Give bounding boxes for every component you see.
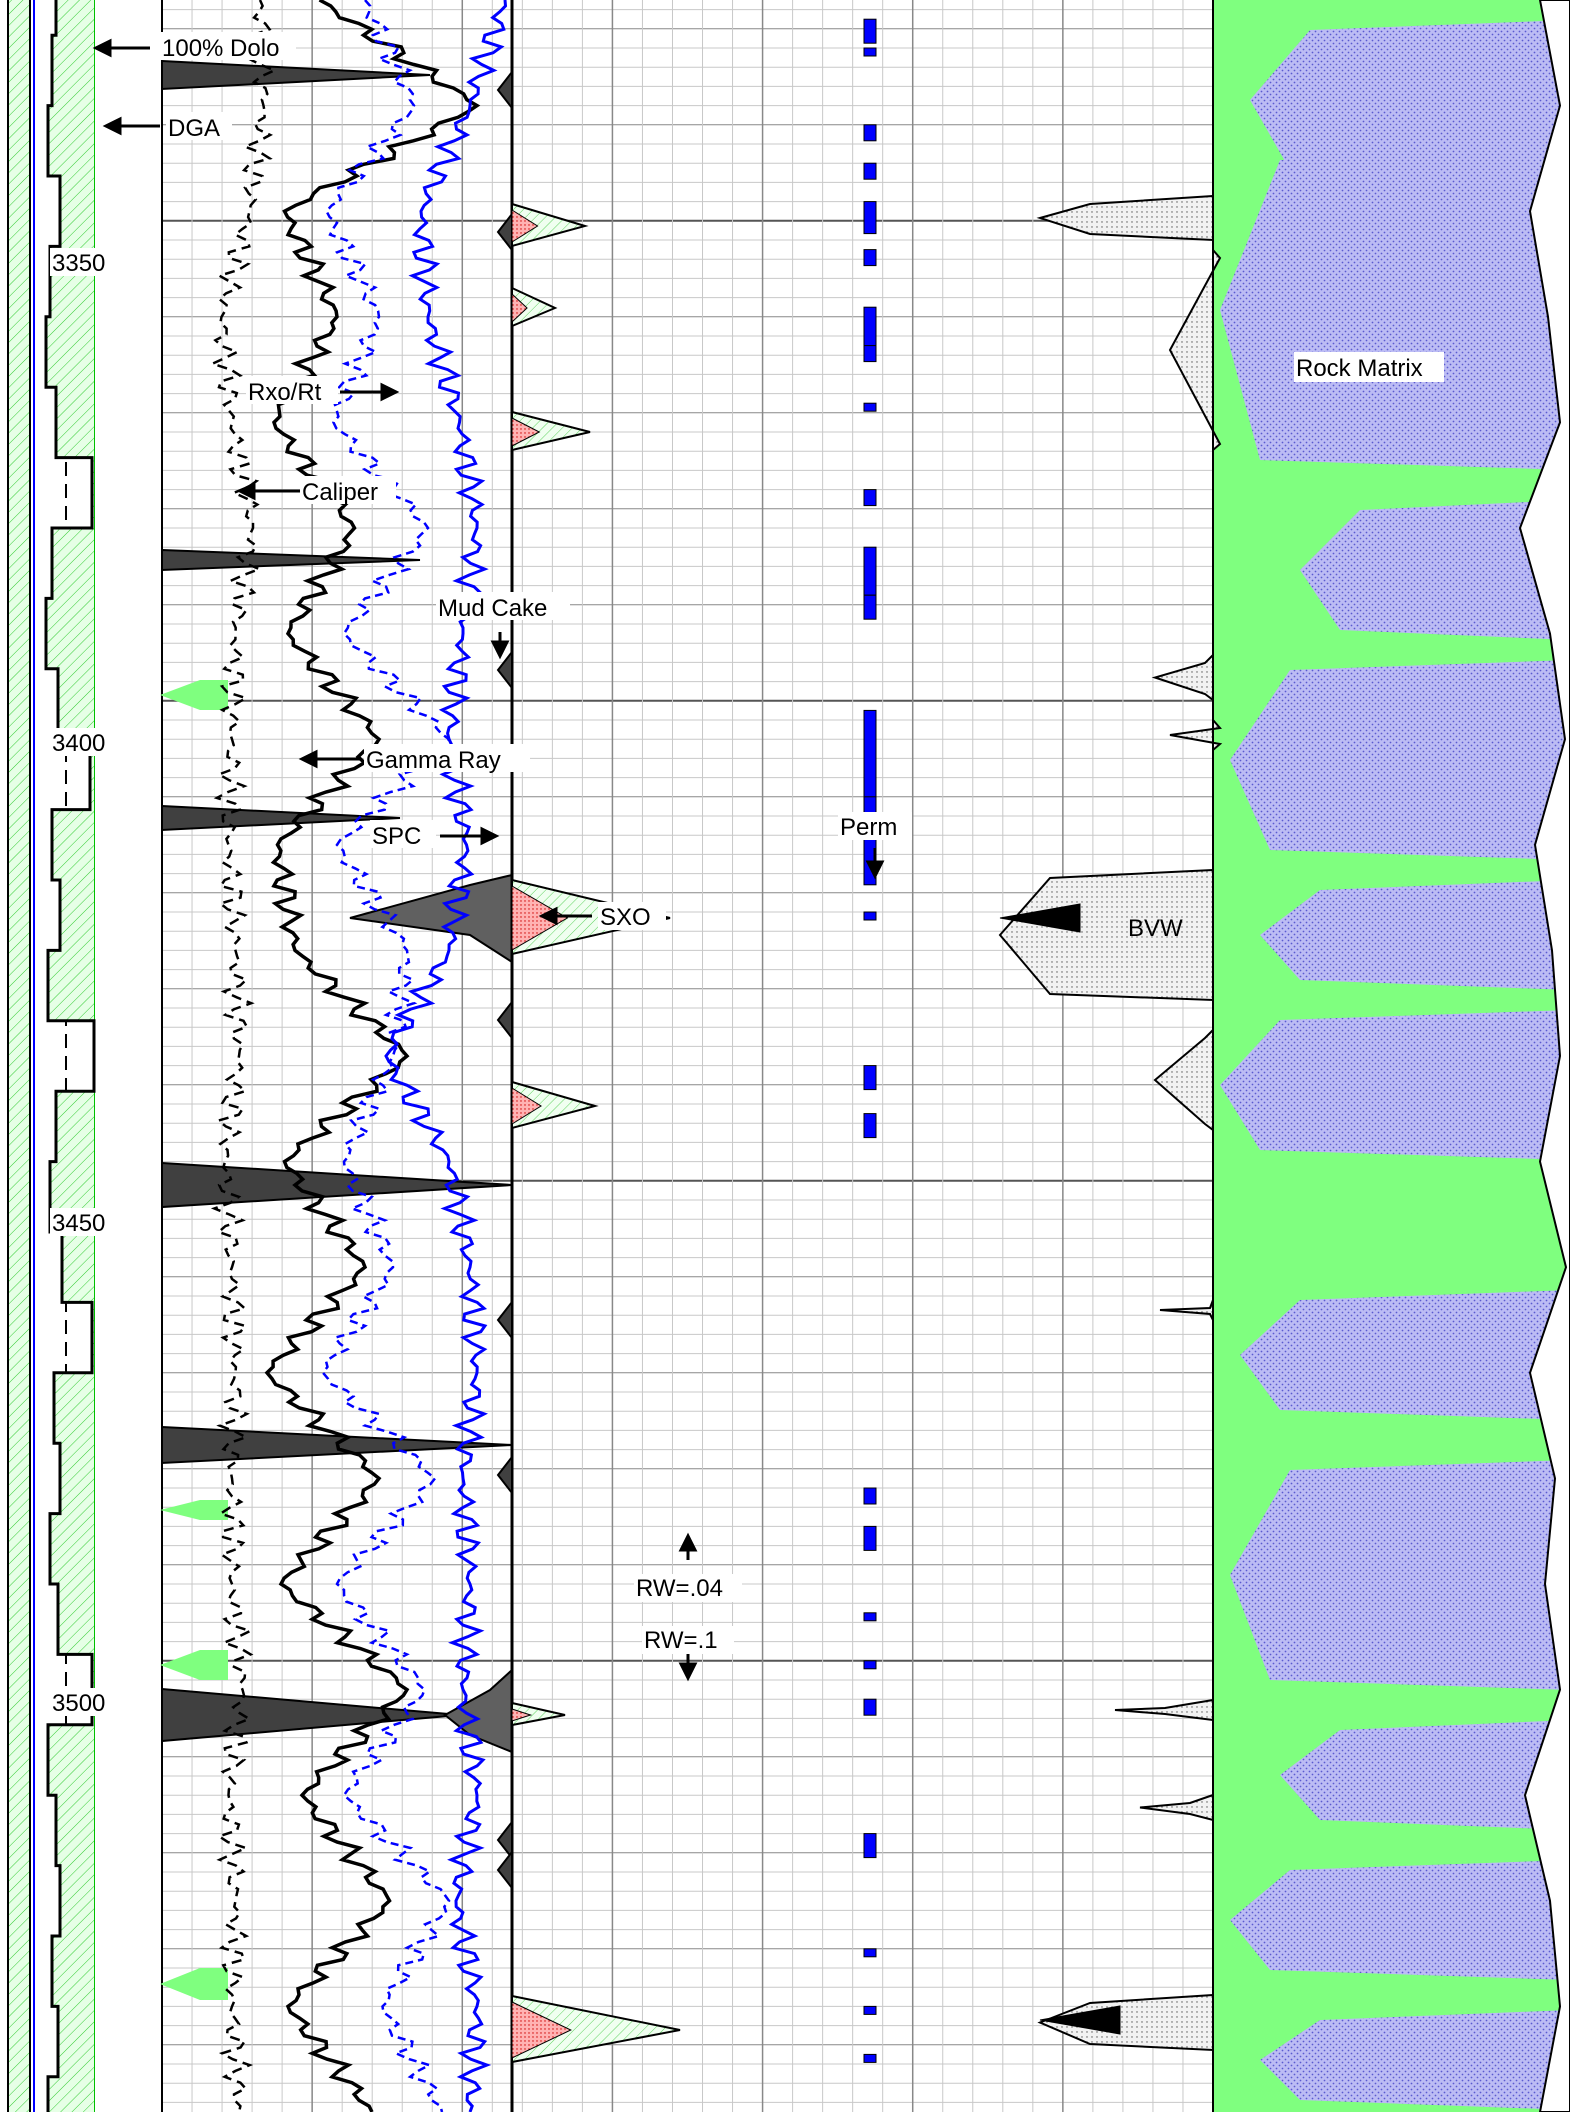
label-rxo-rt: Rxo/Rt: [248, 379, 322, 406]
mud-cake-marker: [496, 69, 513, 111]
mud-cake-marker: [496, 1454, 513, 1496]
mud-cake-marker: [496, 999, 513, 1041]
label-mud-cake: Mud Cake: [438, 595, 547, 622]
depth-labels: 3350 3400 3450 3500: [50, 248, 118, 1717]
perm-bar: [863, 345, 877, 363]
label-rw-1: RW=.1: [644, 1627, 718, 1654]
perm-bar: [863, 18, 877, 44]
mud-cake-marker: [496, 211, 513, 253]
label-100-dolo: 100% Dolo: [162, 35, 279, 62]
gamma-ray-curve: [264, 0, 481, 2112]
track-3: [511, 18, 877, 2064]
perm-bar: [863, 1948, 877, 1958]
perm-bar: [863, 709, 877, 807]
perm-bar: [863, 402, 877, 412]
mud-cake-marker: [496, 649, 513, 691]
perm-bar: [863, 911, 877, 921]
label-bvw: BVW: [1128, 915, 1183, 942]
sxo-red-fill: [511, 1087, 542, 1125]
annotations: [92, 38, 885, 1682]
perm-bar: [863, 2005, 877, 2015]
label-spc: SPC: [372, 823, 421, 850]
sxo-lobes: [511, 202, 681, 2064]
label-rock-matrix: Rock Matrix: [1296, 355, 1423, 382]
depth-label-3500: 3500: [52, 1690, 105, 1717]
sxo-red-fill: [511, 209, 539, 243]
perm-bar: [863, 124, 877, 142]
annotation-labels: 100% Dolo DGA Rxo/Rt Caliper Mud Cake Ga…: [160, 32, 1444, 1654]
perm-bar: [863, 201, 877, 235]
track-4: [998, 0, 1570, 2112]
perm-bar: [863, 1487, 877, 1505]
mud-cake-wedge: [349, 873, 513, 964]
caliper-washout-fill: [160, 680, 228, 2000]
perm-bar: [863, 1612, 877, 1622]
perm-bar: [863, 2053, 877, 2063]
mud-cake-marker: [496, 1819, 513, 1861]
perm-bar: [863, 162, 877, 180]
perm-bar: [863, 1113, 877, 1139]
caliper-curve: [209, 0, 278, 2112]
mud-cake-marker: [496, 1849, 513, 1891]
mud-cake-spike: [161, 1687, 461, 1743]
perm-bar: [863, 1065, 877, 1091]
mud-cake-spike: [161, 59, 431, 91]
grid-lines: [161, 0, 1214, 2112]
perm-bar: [863, 489, 877, 507]
perm-bar: [863, 546, 877, 596]
spc-curve: [384, 0, 508, 2112]
perm-bar: [863, 1525, 877, 1551]
track-1: [7, 0, 163, 2112]
sxo-red-fill: [511, 885, 569, 951]
label-caliper: Caliper: [302, 479, 378, 506]
dga-curve: [44, 0, 96, 2112]
track-2: [160, 0, 514, 2112]
right-edge-fill: [1518, 0, 1570, 2112]
perm-bars: [863, 18, 877, 2063]
depth-label-3350: 3350: [52, 250, 105, 277]
mud-cake-indicators: [496, 69, 513, 1891]
perm-bar: [863, 249, 877, 267]
label-rw-04: RW=.04: [636, 1575, 723, 1602]
perm-bar: [863, 47, 877, 57]
porosity-fill: [1220, 20, 1570, 2110]
perm-bar: [863, 1698, 877, 1716]
perm-bar: [863, 1833, 877, 1859]
bvw-dark-spike: [999, 903, 1081, 933]
mud-cake-marker: [496, 1299, 513, 1341]
mud-cake-spike: [161, 804, 401, 832]
depth-label-3450: 3450: [52, 1210, 105, 1237]
sxo-red-fill: [511, 417, 541, 447]
label-sxo: SXO: [600, 904, 651, 931]
perm-bar: [863, 594, 877, 620]
depth-label-3400: 3400: [52, 730, 105, 757]
bvw-fill: [998, 194, 1223, 2052]
bvw-dark-spike: [1039, 2005, 1121, 2035]
mud-cake-spike: [161, 1161, 513, 1209]
sxo-red-fill: [511, 1708, 533, 1722]
label-dga: DGA: [168, 115, 220, 142]
bvw-dark-spikes: [999, 903, 1121, 2035]
label-gamma-ray: Gamma Ray: [366, 747, 501, 774]
sxo-red-fill: [511, 2001, 572, 2059]
sxo-red-fill: [511, 292, 528, 324]
label-perm: Perm: [840, 814, 897, 841]
mud-cake-spike: [161, 548, 421, 572]
perm-bar: [863, 1660, 877, 1670]
